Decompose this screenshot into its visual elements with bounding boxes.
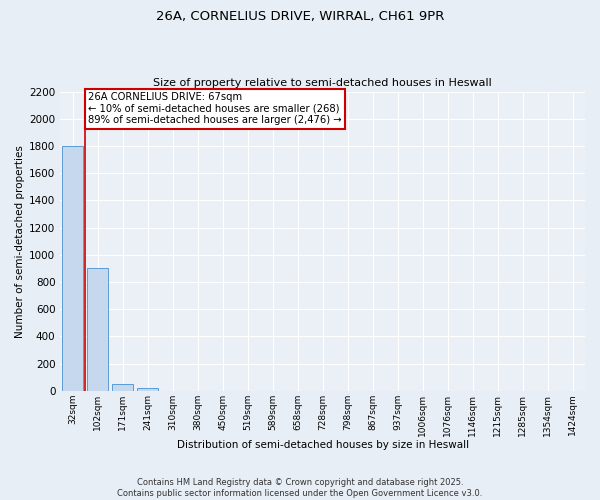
Bar bbox=[112, 384, 133, 391]
Bar bbox=[137, 388, 158, 391]
Bar bbox=[87, 268, 109, 391]
Title: Size of property relative to semi-detached houses in Heswall: Size of property relative to semi-detach… bbox=[153, 78, 492, 88]
Text: 26A, CORNELIUS DRIVE, WIRRAL, CH61 9PR: 26A, CORNELIUS DRIVE, WIRRAL, CH61 9PR bbox=[156, 10, 444, 23]
Text: Contains HM Land Registry data © Crown copyright and database right 2025.
Contai: Contains HM Land Registry data © Crown c… bbox=[118, 478, 482, 498]
Bar bbox=[62, 146, 83, 391]
Text: 26A CORNELIUS DRIVE: 67sqm
← 10% of semi-detached houses are smaller (268)
89% o: 26A CORNELIUS DRIVE: 67sqm ← 10% of semi… bbox=[88, 92, 342, 126]
Y-axis label: Number of semi-detached properties: Number of semi-detached properties bbox=[15, 145, 25, 338]
X-axis label: Distribution of semi-detached houses by size in Heswall: Distribution of semi-detached houses by … bbox=[176, 440, 469, 450]
